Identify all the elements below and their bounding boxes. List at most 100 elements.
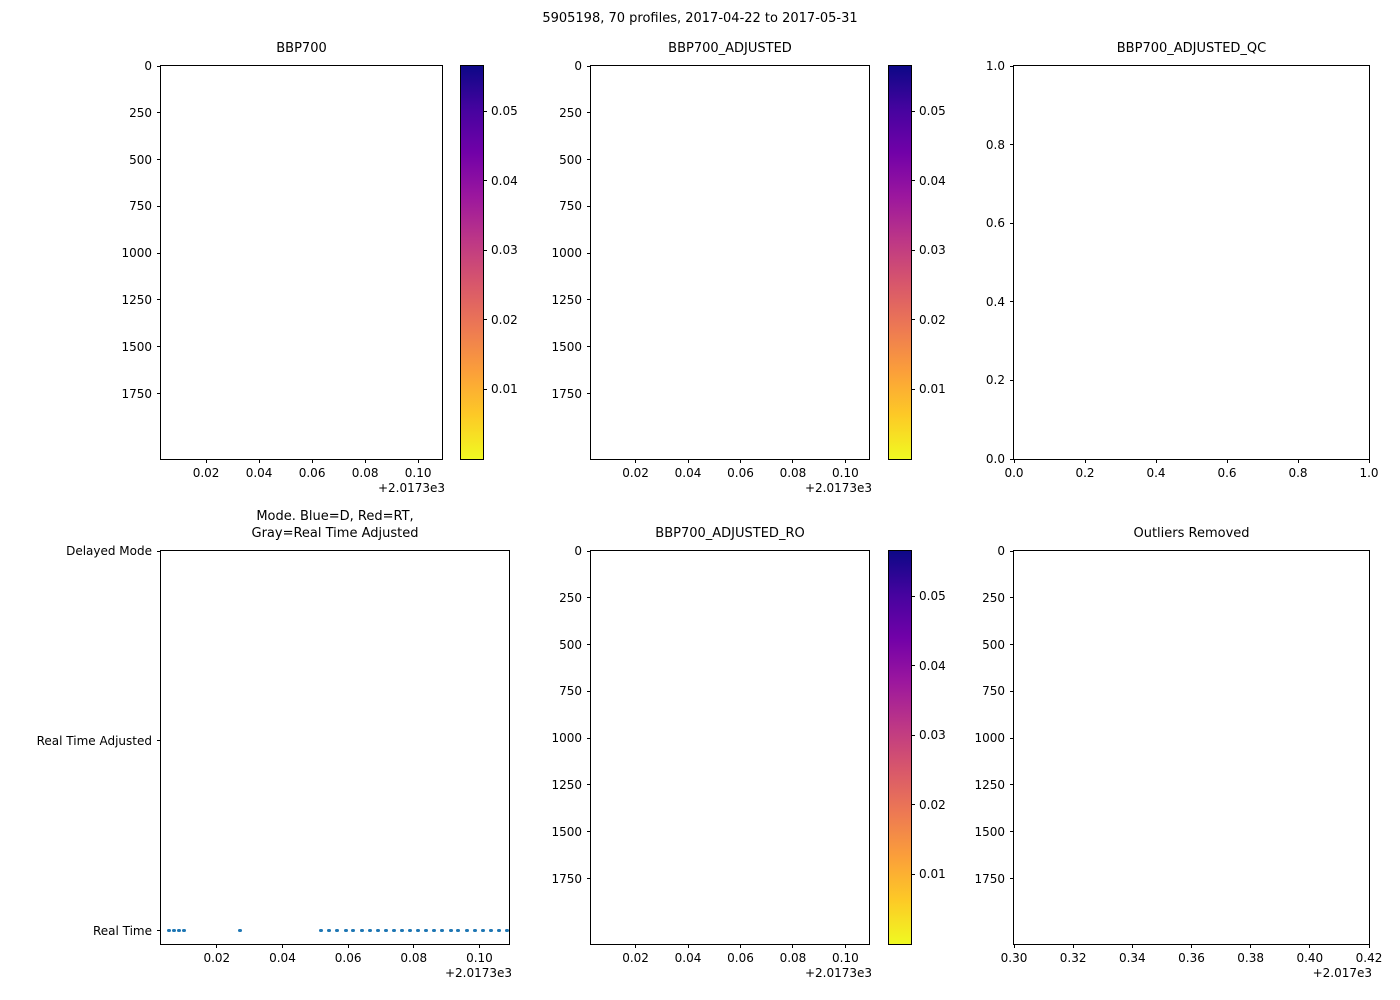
x-axis-offset-label: +2.0173e3 [804, 481, 872, 495]
x-tick-label: 0.06 [298, 466, 326, 480]
y-tick-label: 1000 [551, 731, 582, 746]
y-tick-mark [157, 159, 161, 161]
x-tick-mark [1013, 944, 1015, 948]
y-tick-label: Delayed Mode [66, 544, 152, 558]
colorbar-tick-label: 0.01 [491, 382, 518, 397]
subplot-mode: Mode. Blue=D, Red=RT, Gray=Real Time Adj… [37, 509, 512, 980]
y-tick-mark [157, 112, 161, 114]
y-tick-mark [1010, 831, 1014, 833]
colorbar-tick-label: 0.02 [919, 312, 946, 327]
y-tick-mark [1010, 878, 1014, 879]
colorbar-tick-mark [911, 665, 915, 667]
plot-area: 0.02 0.04 0.06 0.08 0.10 Delayed Mode Real Tim… [37, 544, 512, 980]
x-tick-label: 0.6 [1217, 466, 1237, 480]
y-tick-mark [157, 252, 161, 254]
y-tick-label: 250 [559, 590, 582, 605]
x-tick-mark [478, 944, 480, 948]
y-tick-label: 0.4 [985, 294, 1005, 309]
profile-dot [488, 929, 493, 933]
x-tick-label: 0.08 [779, 951, 807, 965]
y-tick-label: 0 [574, 59, 582, 73]
x-tick-mark [1084, 459, 1086, 463]
y-tick-mark [1010, 597, 1014, 599]
y-tick-label: 0 [997, 544, 1005, 558]
colorbar-tick-label: 0.05 [491, 104, 518, 119]
y-tick-mark [587, 393, 591, 394]
colorbar-tick-label: 0.02 [919, 797, 946, 812]
x-tick-mark [739, 459, 741, 463]
plot-title: BBP700_ADJUSTED_QC [1116, 41, 1267, 57]
x-tick-label: 0.8 [1288, 466, 1308, 480]
x-tick-label: 0.36 [1178, 951, 1205, 965]
y-tick-label: 1000 [974, 731, 1005, 746]
y-tick-mark [157, 393, 161, 394]
colorbar-tick-mark [483, 180, 487, 182]
x-tick-label: 0.30 [1000, 951, 1028, 965]
profile-dot [408, 929, 413, 933]
x-tick-mark [1297, 459, 1299, 463]
colorbar-tick-mark [911, 804, 915, 806]
y-tick-label: 750 [129, 199, 152, 214]
profile-dot [177, 929, 182, 933]
y-tick-mark [587, 299, 591, 301]
colorbar-tick-mark [911, 734, 915, 736]
x-tick-mark [347, 944, 349, 948]
y-tick-mark [587, 784, 591, 786]
colorbar-tick-label: 0.04 [919, 173, 946, 188]
y-tick-mark [587, 112, 591, 114]
colorbar-tick-mark [483, 319, 487, 321]
subplot-outliers-removed: Outliers Removed 0.30 0.32 0.34 0.36 0.38 0.4… [974, 526, 1382, 980]
x-tick-mark [1309, 944, 1311, 948]
y-tick-label: 1750 [974, 871, 1005, 886]
subplot-bbp700-adjusted: BBP700_ADJUSTED 0.02 0.04 0.06 0.08 0.10 0 250… [551, 41, 945, 495]
plot-title: BBP700 [276, 41, 327, 57]
x-tick-label: 0.02 [622, 466, 649, 480]
y-tick-mark [587, 644, 591, 646]
x-tick-mark [216, 944, 218, 948]
y-tick-label: 750 [559, 199, 582, 214]
x-tick-mark [1191, 944, 1192, 948]
x-tick-label: 0.10 [404, 466, 432, 480]
x-tick-label: 0.02 [622, 951, 649, 965]
y-tick-mark [157, 65, 161, 67]
y-tick-label: 750 [982, 684, 1005, 699]
x-tick-label: 0.42 [1355, 951, 1383, 965]
x-tick-label: 0.04 [674, 951, 702, 965]
colorbar-tick-label: 0.04 [491, 173, 518, 188]
subplot-bbp700-adjusted-qc: BBP700_ADJUSTED_QC 0.0 0.2 0.4 0.6 0.8 1.0 0.0… [986, 41, 1379, 480]
y-tick-mark [587, 690, 591, 692]
x-tick-mark [413, 944, 415, 948]
y-tick-mark [157, 550, 161, 552]
profile-dot [505, 929, 510, 933]
y-tick-label: Real Time [92, 923, 152, 938]
profile-dot [359, 929, 364, 933]
profile-dot [432, 929, 437, 933]
y-tick-label: 1000 [121, 246, 152, 261]
profile-dot [319, 929, 324, 933]
y-tick-label: 1250 [121, 292, 152, 307]
plot-area: 0.30 0.32 0.34 0.36 0.38 0.40 0.42 0 250 500 750 10… [974, 544, 1382, 980]
x-tick-mark [1226, 459, 1228, 463]
x-tick-label: 0.10 [466, 951, 493, 965]
y-tick-label: 500 [982, 637, 1005, 652]
profile-dot [367, 929, 372, 933]
y-tick-mark [587, 205, 591, 207]
colorbar-tick-mark [911, 180, 915, 182]
colorbar-tick-mark [911, 319, 915, 321]
plot-area: 0.0 0.2 0.4 0.6 0.8 1.0 0.0 0.2 0.4 0.6 0.8 1.0 [986, 59, 1379, 480]
y-tick-label: 1750 [121, 386, 152, 401]
profile-dot [167, 929, 172, 933]
colorbar-tick-mark [483, 249, 487, 251]
colorbar: 0.01 0.02 0.03 0.04 0.05 [888, 65, 946, 460]
x-tick-label: 0.40 [1296, 951, 1324, 965]
x-tick-label: 0.32 [1059, 951, 1087, 965]
profile-dot [335, 929, 340, 933]
colorbar-tick-mark [911, 110, 915, 112]
x-tick-mark [1368, 944, 1370, 948]
colorbar-tick-label: 0.05 [919, 104, 946, 119]
x-tick-label: 0.38 [1237, 951, 1265, 965]
x-tick-mark [311, 459, 313, 463]
y-tick-mark [157, 299, 161, 301]
y-tick-mark [157, 346, 161, 348]
y-tick-label: 1750 [551, 386, 582, 401]
